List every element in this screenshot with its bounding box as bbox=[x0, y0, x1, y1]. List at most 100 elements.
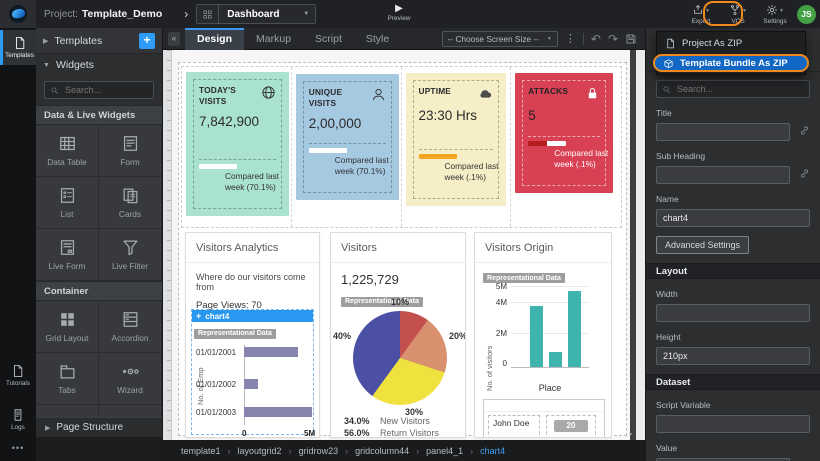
bind-link-icon[interactable] bbox=[799, 168, 810, 179]
collapse-panel-button[interactable]: « bbox=[168, 31, 180, 46]
rail-item-templates[interactable]: Templates bbox=[0, 30, 36, 65]
preview-button[interactable]: ▶ Preview bbox=[378, 3, 420, 22]
breadcrumb-panel4-1[interactable]: panel4_1 bbox=[426, 446, 480, 456]
move-icon[interactable]: + bbox=[196, 311, 202, 321]
grid-column[interactable]: UNIQUE VISITS 2,00,000 Compared last wee… bbox=[292, 67, 402, 227]
stat-card-attacks[interactable]: ATTACKS 5 Compared last week (.1%) bbox=[515, 73, 614, 193]
data-table-icon bbox=[59, 136, 75, 151]
widget-tile-partial[interactable]: ••••• bbox=[99, 405, 162, 419]
properties-search[interactable] bbox=[656, 80, 810, 98]
width-input[interactable] bbox=[656, 304, 810, 322]
value-input[interactable] bbox=[656, 458, 790, 461]
card-inner: UNIQUE VISITS 2,00,000 Compared last wee… bbox=[302, 81, 392, 193]
selected-chart4-widget[interactable]: + chart4 Representational Data No. of Em… bbox=[191, 309, 315, 437]
page-structure-label: Page Structure bbox=[56, 422, 124, 433]
selection-header[interactable]: + chart4 bbox=[192, 310, 313, 322]
breadcrumb-chart4[interactable]: chart4 bbox=[480, 445, 506, 456]
pie-chart[interactable] bbox=[353, 311, 447, 405]
lock-icon bbox=[585, 86, 600, 101]
breadcrumb-gridcolumn44[interactable]: gridcolumn44 bbox=[355, 446, 426, 456]
growth-bar-chart[interactable]: No. of Emp 01/01/2001 01/01/2002 bbox=[192, 343, 315, 437]
breadcrumb-template1[interactable]: template1 bbox=[181, 446, 238, 456]
title-input[interactable] bbox=[656, 123, 790, 141]
rail-item-logs[interactable]: Logs bbox=[0, 402, 36, 437]
page-selector[interactable]: Dashboard ▼ bbox=[196, 4, 317, 24]
widget-tile-partial[interactable] bbox=[36, 405, 99, 419]
widget-tile-cards[interactable]: Cards bbox=[99, 177, 162, 229]
panel-visitors-analytics[interactable]: Visitors Analytics Where do our visitors… bbox=[185, 232, 320, 438]
kebab-menu-icon[interactable]: ⋮ bbox=[564, 33, 576, 45]
breadcrumb-gridrow23[interactable]: gridrow23 bbox=[299, 446, 356, 456]
compare-text: Compared last week (70.1%) bbox=[334, 155, 389, 176]
height-input[interactable] bbox=[656, 347, 810, 365]
bar-2001[interactable] bbox=[244, 347, 299, 357]
screen-size-select[interactable]: -- Choose Screen Size -- ▼ bbox=[441, 30, 558, 47]
user-avatar[interactable]: JS bbox=[797, 4, 816, 24]
breadcrumb-layoutgrid2[interactable]: layoutgrid2 bbox=[238, 446, 299, 456]
vcs-button[interactable]: ▼ VCS bbox=[723, 4, 753, 25]
undo-button[interactable]: ↶ bbox=[590, 31, 601, 46]
menu-item-template-bundle-as-zip[interactable]: Template Bundle As ZIP bbox=[653, 54, 809, 72]
canvas-scrollbar[interactable] bbox=[629, 50, 636, 440]
stat-card-uptime[interactable]: UPTIME 23:30 Hrs Compared last week (.1%… bbox=[405, 73, 506, 206]
panel-visitors[interactable]: Visitors 1,225,729 Representational Data… bbox=[330, 232, 466, 438]
widgets-search-input[interactable] bbox=[63, 84, 148, 96]
advanced-settings-button[interactable]: Advanced Settings bbox=[656, 236, 750, 254]
widget-tile-accordion[interactable]: Accordion bbox=[99, 301, 162, 353]
add-template-button[interactable]: + bbox=[139, 32, 155, 49]
origin-table[interactable]: John Doe 20 bbox=[483, 399, 605, 437]
origin-bar-chart[interactable]: No. of visitors 5M 4M 2M 0 Place bbox=[475, 279, 611, 409]
widget-tile-wizard[interactable]: Wizard bbox=[99, 353, 162, 405]
grid-column[interactable]: ATTACKS 5 Compared last week (.1%) bbox=[511, 67, 621, 227]
stat-card-todays-visits[interactable]: TODAY'S VISITS 7,842,900 Compared last w… bbox=[186, 72, 289, 216]
page-structure-header[interactable]: ▶ Page Structure bbox=[36, 417, 162, 437]
script-variable-input[interactable] bbox=[656, 415, 810, 433]
tutorials-doc-icon bbox=[14, 364, 23, 378]
tab-markup[interactable]: Markup bbox=[256, 32, 292, 45]
grid-column[interactable]: TODAY'S VISITS 7,842,900 Compared last w… bbox=[182, 67, 292, 227]
widget-tile-data-table[interactable]: Data Table bbox=[36, 125, 99, 177]
origin-bar-3[interactable] bbox=[568, 291, 581, 367]
widget-tile-tabs[interactable]: Tabs bbox=[36, 353, 99, 405]
tab-script[interactable]: Script bbox=[315, 32, 342, 45]
menu-item-project-as-zip[interactable]: Project As ZIP bbox=[657, 35, 805, 52]
properties-search-input[interactable] bbox=[675, 83, 804, 95]
widget-tile-form[interactable]: Form bbox=[99, 125, 162, 177]
widgets-section-header[interactable]: ▼ Widgets bbox=[36, 54, 162, 76]
representational-data-badge: Representational Data bbox=[341, 296, 423, 307]
design-canvas[interactable]: TODAY'S VISITS 7,842,900 Compared last w… bbox=[163, 50, 645, 440]
grid-column[interactable]: UPTIME 23:30 Hrs Compared last week (.1%… bbox=[402, 67, 512, 227]
bind-link-icon[interactable] bbox=[799, 125, 810, 136]
panel-visitors-origin[interactable]: Visitors Origin Representational Data No… bbox=[474, 232, 612, 438]
cards-icon bbox=[123, 188, 137, 204]
save-button[interactable] bbox=[625, 33, 637, 45]
stat-cards-row[interactable]: TODAY'S VISITS 7,842,900 Compared last w… bbox=[181, 66, 622, 228]
tab-style[interactable]: Style bbox=[365, 32, 390, 45]
name-input[interactable] bbox=[656, 209, 810, 227]
canvas-page[interactable]: TODAY'S VISITS 7,842,900 Compared last w… bbox=[172, 50, 630, 440]
more-options-icon[interactable]: ••• bbox=[11, 443, 25, 453]
card-title: TODAY'S VISITS bbox=[199, 85, 237, 106]
widgets-search[interactable] bbox=[44, 81, 154, 99]
bar-2003[interactable] bbox=[244, 407, 312, 417]
settings-button[interactable]: ▼ Settings bbox=[760, 4, 790, 25]
panel-title: Visitors Analytics bbox=[186, 233, 319, 263]
table-row[interactable]: John Doe 20 bbox=[484, 412, 604, 437]
export-button[interactable]: ▼ Export bbox=[686, 4, 716, 25]
bar-2002[interactable] bbox=[244, 379, 258, 389]
tab-design[interactable]: Design bbox=[185, 27, 245, 50]
category-label: 01/01/2002 bbox=[196, 379, 237, 389]
widget-tile-grid-layout[interactable]: Grid Layout bbox=[36, 301, 99, 353]
app-logo[interactable] bbox=[0, 0, 36, 28]
subheading-input[interactable] bbox=[656, 166, 790, 184]
redo-button[interactable]: ↷ bbox=[607, 31, 618, 46]
origin-bar-1[interactable] bbox=[530, 306, 543, 367]
templates-section-header[interactable]: ▶ Templates + bbox=[36, 28, 162, 54]
widget-tile-live-filter[interactable]: Live Filter bbox=[99, 229, 162, 281]
rail-item-tutorials[interactable]: Tutorials bbox=[0, 358, 36, 393]
widget-tile-list[interactable]: List bbox=[36, 177, 99, 229]
play-icon: ▶ bbox=[395, 3, 403, 14]
stat-card-unique-visits[interactable]: UNIQUE VISITS 2,00,000 Compared last wee… bbox=[295, 74, 399, 200]
origin-bar-2[interactable] bbox=[549, 352, 562, 367]
widget-tile-live-form[interactable]: Live Form bbox=[36, 229, 99, 281]
